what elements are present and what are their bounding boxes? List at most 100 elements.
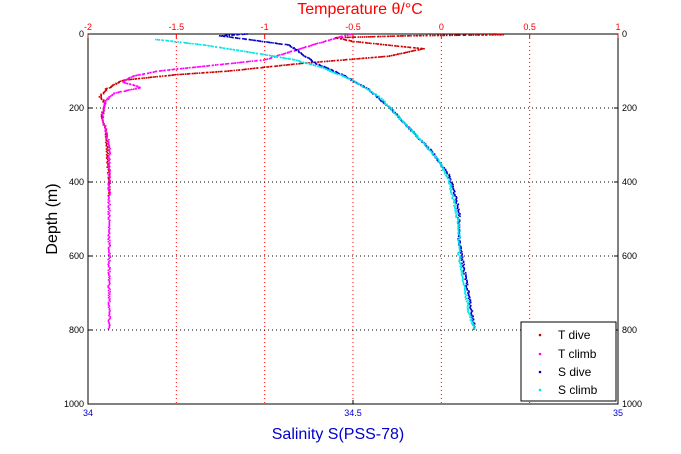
data-point <box>349 58 351 61</box>
data-point <box>416 47 419 49</box>
data-point <box>347 78 350 80</box>
data-point <box>146 72 149 75</box>
data-point <box>400 52 403 55</box>
data-point <box>346 36 348 39</box>
data-point <box>382 35 384 38</box>
data-point <box>370 42 372 45</box>
data-point <box>403 52 405 54</box>
data-point <box>467 307 470 309</box>
data-point <box>350 40 352 42</box>
data-point <box>107 139 109 142</box>
data-point <box>191 72 194 75</box>
data-point <box>342 59 345 61</box>
data-point <box>402 35 404 37</box>
data-point <box>201 65 204 68</box>
data-point <box>108 214 111 217</box>
data-point <box>302 62 304 65</box>
data-point <box>113 93 115 95</box>
data-point <box>267 66 270 68</box>
data-point <box>108 227 111 230</box>
data-point <box>450 193 453 195</box>
legend-marker-s-climb <box>538 388 542 392</box>
data-point <box>407 46 409 48</box>
data-point <box>107 296 110 299</box>
data-point <box>354 81 357 83</box>
data-point <box>445 174 447 177</box>
data-point <box>386 35 389 38</box>
data-point <box>401 45 403 48</box>
data-point <box>349 33 351 36</box>
data-point <box>107 304 110 306</box>
data-point <box>129 83 132 86</box>
data-point <box>345 39 348 41</box>
data-point <box>108 185 111 188</box>
data-point <box>109 180 111 182</box>
data-point <box>361 41 364 44</box>
data-point <box>278 54 281 56</box>
data-point <box>251 60 254 62</box>
data-point <box>105 144 108 147</box>
data-point <box>470 312 472 314</box>
data-point <box>209 71 212 74</box>
data-point <box>107 271 110 274</box>
data-point <box>410 130 413 132</box>
data-point <box>463 284 466 287</box>
data-point <box>108 138 110 141</box>
y-tick-label-right: 200 <box>622 103 637 113</box>
data-point <box>464 298 467 301</box>
data-point <box>263 59 265 61</box>
data-point <box>107 184 110 187</box>
data-point <box>171 74 173 77</box>
data-point <box>351 36 354 39</box>
data-point <box>361 57 363 60</box>
data-point <box>465 297 468 300</box>
data-point <box>452 192 455 195</box>
data-point <box>109 275 111 278</box>
data-point <box>135 78 138 80</box>
data-point <box>458 222 461 225</box>
data-point <box>245 50 248 53</box>
data-point <box>106 97 109 100</box>
data-point <box>464 295 467 297</box>
data-point <box>108 230 110 232</box>
data-point <box>372 92 375 94</box>
data-point <box>105 129 107 131</box>
data-point <box>456 204 459 207</box>
data-point <box>281 56 284 59</box>
series-layer <box>98 33 504 330</box>
data-point <box>108 274 110 276</box>
data-point <box>108 323 111 325</box>
data-point <box>461 279 464 282</box>
data-point <box>358 83 360 86</box>
data-point <box>459 265 462 268</box>
data-point <box>450 184 452 187</box>
top-tick-label: -1.5 <box>169 22 185 32</box>
data-point <box>344 58 347 61</box>
data-point <box>467 301 470 304</box>
data-point <box>256 39 259 42</box>
data-point <box>299 48 302 50</box>
data-point <box>448 178 451 181</box>
data-point <box>109 282 111 285</box>
data-point <box>461 275 464 277</box>
data-point <box>105 143 108 146</box>
data-point <box>469 298 471 301</box>
data-point <box>461 262 463 265</box>
data-point <box>417 137 420 140</box>
data-point <box>205 71 208 74</box>
data-point <box>107 319 110 322</box>
data-point <box>108 180 110 182</box>
data-point <box>341 74 343 77</box>
data-point <box>160 70 163 72</box>
data-point <box>465 285 468 288</box>
data-point <box>467 303 470 306</box>
data-point <box>107 238 109 241</box>
data-point <box>103 107 106 109</box>
data-point <box>457 219 460 221</box>
top-axis-title: Temperature θ/°C <box>297 1 423 18</box>
data-point <box>324 66 327 68</box>
data-point <box>167 74 170 77</box>
data-point <box>189 66 191 69</box>
data-point <box>422 142 425 144</box>
data-point <box>119 80 122 83</box>
